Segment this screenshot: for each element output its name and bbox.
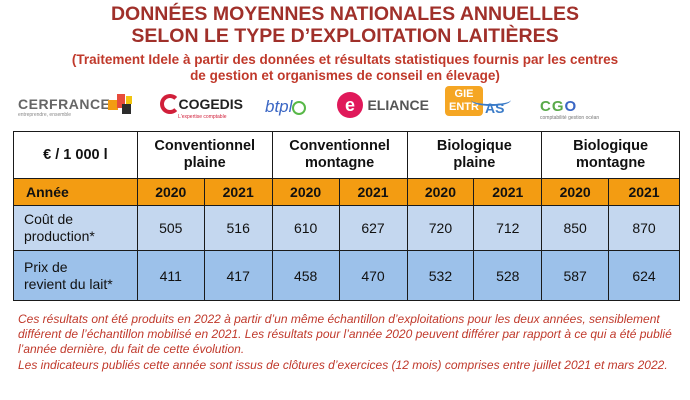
- results-table: € / 1 000 l Conventionnel plaine Conventi…: [13, 131, 680, 301]
- value-cell: 870: [608, 205, 680, 251]
- value-cell: 720: [406, 205, 475, 251]
- cgo-logo-name-a: CG: [540, 98, 565, 115]
- row-label: Coût de production*: [13, 205, 138, 251]
- page-title-line1: DONNÉES MOYENNES NATIONALES ANNUELLES: [110, 3, 580, 25]
- page-title-line2: SELON LE TYPE D’EXPLOITATION LAITIÈRES: [131, 25, 559, 47]
- row-label-line2: production*: [24, 228, 95, 244]
- gie-entras-logo: GIE ENTR AS: [445, 86, 530, 124]
- value-cell: 528: [473, 250, 543, 301]
- btpl-logo: btpl: [265, 97, 307, 117]
- cgo-logo-name-b: O: [564, 98, 578, 115]
- year-header-row: Année 2020 2021 2020 2021 2020 2021 2020…: [13, 178, 680, 206]
- eliance-logo: e ELIANCE: [337, 92, 429, 118]
- group-header-conventionnel-plaine: Conventionnel plaine: [136, 131, 273, 179]
- eliance-logo-name: ELIANCE: [367, 97, 429, 113]
- value-cell: 417: [203, 250, 273, 301]
- value-cell: 587: [541, 250, 610, 301]
- cerfrance-blocks-icon: [108, 92, 136, 118]
- value-cell: 850: [541, 205, 610, 251]
- group-header-line1: Biologique: [436, 138, 512, 154]
- value-cell: 470: [338, 250, 408, 301]
- year-cell: 2021: [473, 178, 543, 206]
- group-header-biologique-montagne: Biologique montagne: [541, 131, 680, 179]
- year-cell: 2020: [271, 178, 340, 206]
- value-cell: 505: [136, 205, 205, 251]
- cgo-logo-name: CGO: [540, 98, 599, 115]
- row-label-line2: revient du lait*: [24, 275, 113, 292]
- cgo-logo: CGO comptabilité gestion océan: [540, 98, 599, 121]
- table-row-prix-revient: Prix de revient du lait* 411 417 458 470 …: [13, 250, 680, 301]
- value-cell: 712: [473, 205, 543, 251]
- group-header-biologique-plaine: Biologique plaine: [406, 131, 543, 179]
- group-header-line2: montagne: [304, 155, 375, 171]
- group-header-line1: Conventionnel: [289, 138, 390, 154]
- row-label-line1: Prix de: [24, 258, 68, 275]
- group-header-line2: montagne: [575, 155, 646, 171]
- year-cell: 2021: [338, 178, 408, 206]
- subtitle-line2: de gestion et organismes de conseil en é…: [190, 68, 500, 83]
- footnotes: Ces résultats ont été produits en 2022 à…: [18, 312, 680, 373]
- group-header-conventionnel-montagne: Conventionnel montagne: [271, 131, 408, 179]
- value-cell: 624: [608, 250, 680, 301]
- cgo-logo-tag: comptabilité gestion océan: [540, 115, 600, 121]
- year-cell: 2021: [608, 178, 680, 206]
- cogedis-c-icon: [160, 94, 180, 114]
- btpl-logo-name: btpl: [265, 97, 293, 116]
- table-header-row: € / 1 000 l Conventionnel plaine Conventi…: [13, 131, 680, 179]
- partner-logos: CERFRANCE entreprendre, ensemble COGEDIS…: [0, 86, 690, 128]
- year-cell: 2020: [406, 178, 475, 206]
- value-cell: 516: [203, 205, 273, 251]
- gie-logo-line1: GIE: [454, 88, 474, 100]
- gie-logo-line2: ENTR: [449, 101, 479, 113]
- row-label-line1: Coût de: [24, 211, 74, 227]
- row-label: Prix de revient du lait*: [13, 250, 138, 301]
- cogedis-logo-name: COGEDIS: [178, 96, 244, 112]
- btpl-circle-icon: [292, 100, 307, 115]
- table-corner-label: € / 1 000 l: [13, 131, 138, 179]
- year-row-label: Année: [13, 178, 138, 206]
- value-cell: 610: [271, 205, 340, 251]
- footnote-paragraph-1: Ces résultats ont été produits en 2022 à…: [18, 312, 672, 357]
- value-cell: 532: [406, 250, 475, 301]
- eliance-e-icon: e: [337, 92, 363, 118]
- gie-swoosh-icon: [471, 94, 511, 106]
- year-cell: 2021: [203, 178, 273, 206]
- cogedis-logo: COGEDIS L'expertise comptable: [160, 94, 243, 120]
- group-header-line2: plaine: [183, 155, 226, 171]
- year-cell: 2020: [541, 178, 610, 206]
- cerfrance-logo: CERFRANCE entreprendre, ensemble: [18, 94, 132, 118]
- value-cell: 627: [338, 205, 408, 251]
- value-cell: 458: [271, 250, 340, 301]
- group-header-line1: Biologique: [573, 138, 649, 154]
- cogedis-logo-tag: L'expertise comptable: [178, 114, 227, 120]
- cerfrance-logo-tag: entreprendre, ensemble: [18, 112, 72, 118]
- year-cell: 2020: [136, 178, 205, 206]
- value-cell: 411: [136, 250, 205, 301]
- group-header-line2: plaine: [453, 155, 496, 171]
- subtitle-line1: (Traitement Idele à partir des données e…: [71, 52, 619, 67]
- table-row-cout-production: Coût de production* 505 516 610 627 720 7…: [13, 205, 680, 251]
- group-header-line1: Conventionnel: [154, 138, 256, 154]
- gie-logo-as: AS: [485, 100, 505, 116]
- footnote-paragraph-2: Les indicateurs publiés cette année sont…: [18, 357, 668, 372]
- cerfrance-logo-name: CERFRANCE: [18, 96, 111, 112]
